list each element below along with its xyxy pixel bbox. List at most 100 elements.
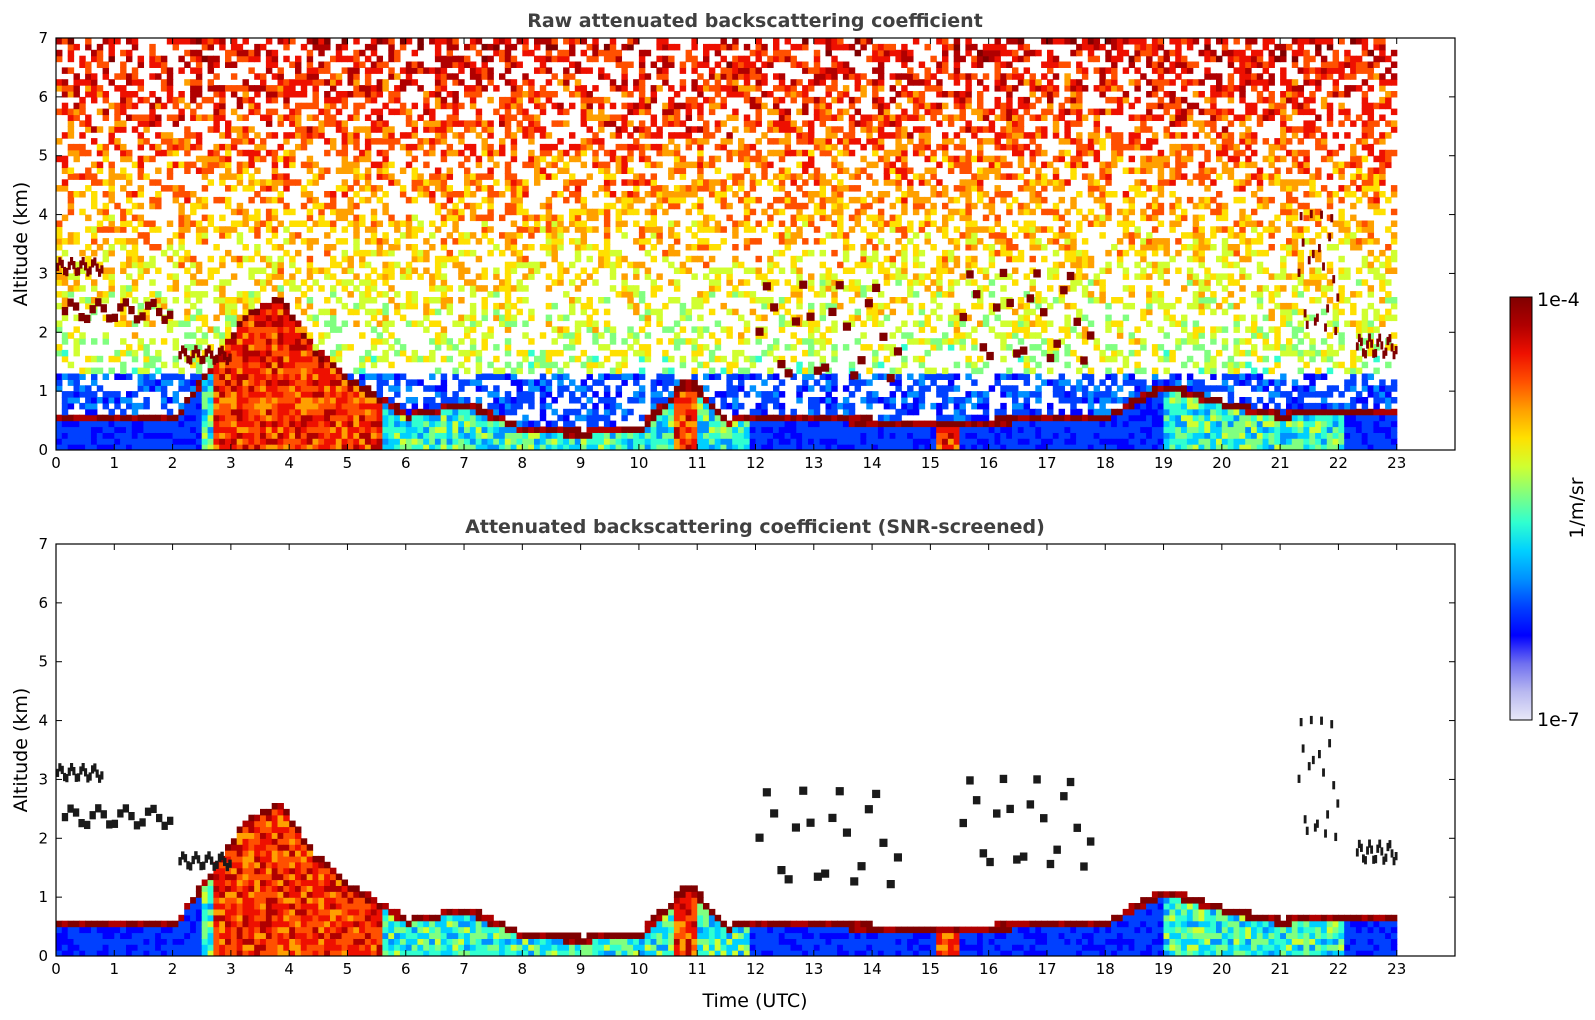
heatmap-cell	[96, 244, 104, 251]
heatmap-cell	[615, 143, 623, 151]
heatmap-cell	[85, 408, 92, 416]
heatmap-cell	[697, 202, 704, 210]
heatmap-cell	[650, 291, 658, 298]
heatmap-cell	[510, 138, 518, 145]
heatmap-cell	[644, 191, 652, 198]
heatmap-cell	[650, 179, 658, 186]
heatmap-cell	[254, 397, 261, 404]
heatmap-cell	[353, 397, 360, 404]
heatmap-cell	[714, 126, 722, 133]
heatmap-cell	[347, 161, 354, 169]
heatmap-cell	[335, 297, 343, 304]
heatmap-cell	[219, 297, 226, 304]
heatmap-cell	[691, 79, 698, 86]
heatmap-cell	[242, 220, 249, 227]
heatmap-cell	[85, 302, 92, 310]
heatmap-cell	[685, 143, 693, 151]
heatmap-cell	[335, 149, 343, 157]
heatmap-cell	[108, 49, 115, 57]
heatmap-cell	[708, 367, 716, 375]
heatmap-cell	[114, 138, 121, 145]
heatmap-cell	[434, 138, 442, 145]
heatmap-cell	[172, 320, 180, 327]
heatmap-cell	[213, 285, 220, 292]
heatmap-cell	[178, 320, 185, 327]
heatmap-cell	[353, 161, 360, 169]
heatmap-cell	[755, 297, 762, 304]
heatmap-cell	[429, 173, 436, 180]
heatmap-cell	[668, 367, 675, 375]
heatmap-cell	[324, 385, 331, 392]
heatmap-cell	[364, 426, 372, 433]
heatmap-cell	[271, 155, 279, 163]
heatmap-cell	[155, 143, 162, 151]
heatmap-cell	[621, 114, 628, 121]
heatmap-cell	[306, 244, 314, 251]
heatmap-cell	[318, 426, 325, 433]
heatmap-cell	[79, 338, 86, 345]
heatmap-cell	[557, 414, 564, 422]
heatmap-cell	[539, 361, 547, 369]
heatmap-cell	[738, 367, 745, 375]
heatmap-cell	[493, 397, 500, 404]
heatmap-cell	[539, 426, 547, 433]
heatmap-cell	[318, 208, 325, 216]
heatmap-cell	[679, 361, 687, 369]
heatmap-cell	[539, 432, 547, 439]
heatmap-cell	[557, 326, 564, 333]
heatmap-cell	[137, 96, 145, 104]
heatmap-cell	[609, 79, 617, 86]
heatmap-cell	[376, 149, 384, 157]
heatmap-cell	[91, 367, 98, 375]
heatmap-cell	[464, 438, 471, 445]
heatmap-cell	[458, 426, 465, 433]
heatmap-cell	[563, 67, 570, 74]
heatmap-cell	[359, 214, 366, 222]
heatmap-cell	[440, 391, 448, 398]
heatmap-cell	[131, 214, 139, 222]
heatmap-cell	[364, 132, 372, 139]
heatmap-cell	[67, 379, 75, 386]
heatmap-cell	[73, 438, 80, 445]
heatmap-cell	[609, 191, 617, 198]
heatmap-cell	[743, 126, 751, 133]
heatmap-cell	[67, 420, 75, 428]
heatmap-cell	[73, 108, 80, 116]
heatmap-cell	[662, 120, 669, 127]
heatmap-cell	[790, 173, 797, 180]
heatmap-cell	[586, 244, 593, 251]
heatmap-cell	[685, 267, 693, 274]
heatmap-cell	[388, 432, 395, 439]
heatmap-cell	[726, 373, 733, 380]
heatmap-cell	[778, 120, 786, 127]
heatmap-cell	[790, 202, 797, 210]
heatmap-cell	[638, 108, 646, 116]
heatmap-cell	[615, 402, 623, 410]
heatmap-cell	[773, 426, 780, 433]
heatmap-cell	[370, 238, 378, 245]
heatmap-cell	[283, 338, 290, 345]
heatmap-cell	[656, 85, 663, 92]
heatmap-cell	[126, 320, 133, 327]
heatmap-cell	[755, 273, 762, 280]
heatmap-cell	[388, 397, 395, 404]
heatmap-cell	[254, 91, 261, 98]
heatmap-cell	[580, 438, 588, 445]
heatmap-cell	[85, 297, 92, 304]
heatmap-cell	[295, 79, 302, 86]
heatmap-cell	[347, 202, 354, 210]
heatmap-cell	[469, 214, 477, 222]
heatmap-cell	[382, 155, 389, 163]
heatmap-cell	[254, 408, 261, 416]
heatmap-cell	[160, 391, 168, 398]
heatmap-cell	[370, 297, 378, 304]
heatmap-cell	[516, 196, 523, 204]
heatmap-cell	[487, 143, 494, 151]
heatmap-cell	[685, 138, 693, 145]
heatmap-cell	[516, 96, 523, 104]
heatmap-cell	[399, 143, 407, 151]
heatmap-cell	[370, 232, 378, 239]
heatmap-cell	[312, 96, 319, 104]
heatmap-cell	[440, 220, 448, 227]
heatmap-cell	[580, 85, 588, 92]
